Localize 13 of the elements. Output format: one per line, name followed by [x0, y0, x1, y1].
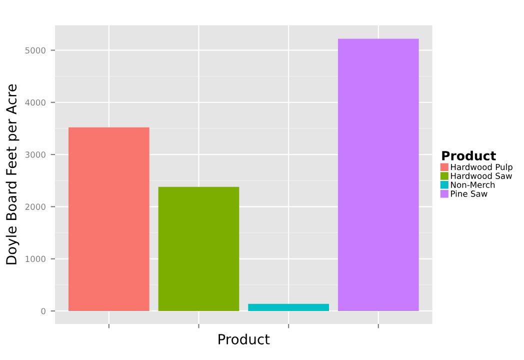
legend-label: Pine Saw	[451, 190, 488, 197]
x-axis-title: Product	[218, 334, 270, 344]
y-tick-label: 0	[41, 308, 46, 314]
y-tick-label: 4000	[25, 99, 46, 106]
legend-label: Hardwood Saw	[451, 172, 512, 180]
y-tick-label: 5000	[25, 47, 46, 54]
y-tick-label: 2000	[25, 204, 46, 210]
y-tick-label: 1000	[26, 256, 46, 262]
y-axis-title: Doyle Board Feet per Acre	[6, 84, 20, 264]
legend-label: Non-Merch	[451, 181, 495, 188]
y-tick-label: 3000	[25, 152, 46, 158]
legend-label: Hardwood Pulp	[451, 164, 512, 172]
legend-title: Product	[442, 150, 496, 160]
